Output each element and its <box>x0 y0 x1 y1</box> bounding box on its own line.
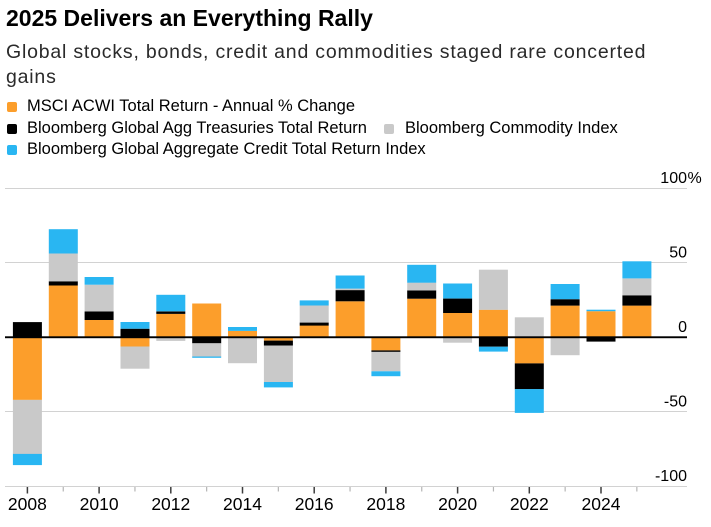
svg-text:100: 100 <box>660 170 687 187</box>
svg-text:2012: 2012 <box>151 494 190 514</box>
svg-text:-50: -50 <box>664 394 687 411</box>
svg-text:2008: 2008 <box>8 494 47 514</box>
svg-text:2010: 2010 <box>80 494 119 514</box>
svg-text:2022: 2022 <box>510 494 549 514</box>
svg-text:2016: 2016 <box>295 494 334 514</box>
svg-text:2018: 2018 <box>366 494 405 514</box>
svg-text:2024: 2024 <box>582 494 621 514</box>
svg-text:%: % <box>688 170 702 187</box>
svg-text:0: 0 <box>678 319 687 336</box>
svg-text:2014: 2014 <box>223 494 262 514</box>
svg-text:50: 50 <box>669 245 687 262</box>
svg-text:-100: -100 <box>655 468 687 485</box>
svg-text:2020: 2020 <box>438 494 477 514</box>
